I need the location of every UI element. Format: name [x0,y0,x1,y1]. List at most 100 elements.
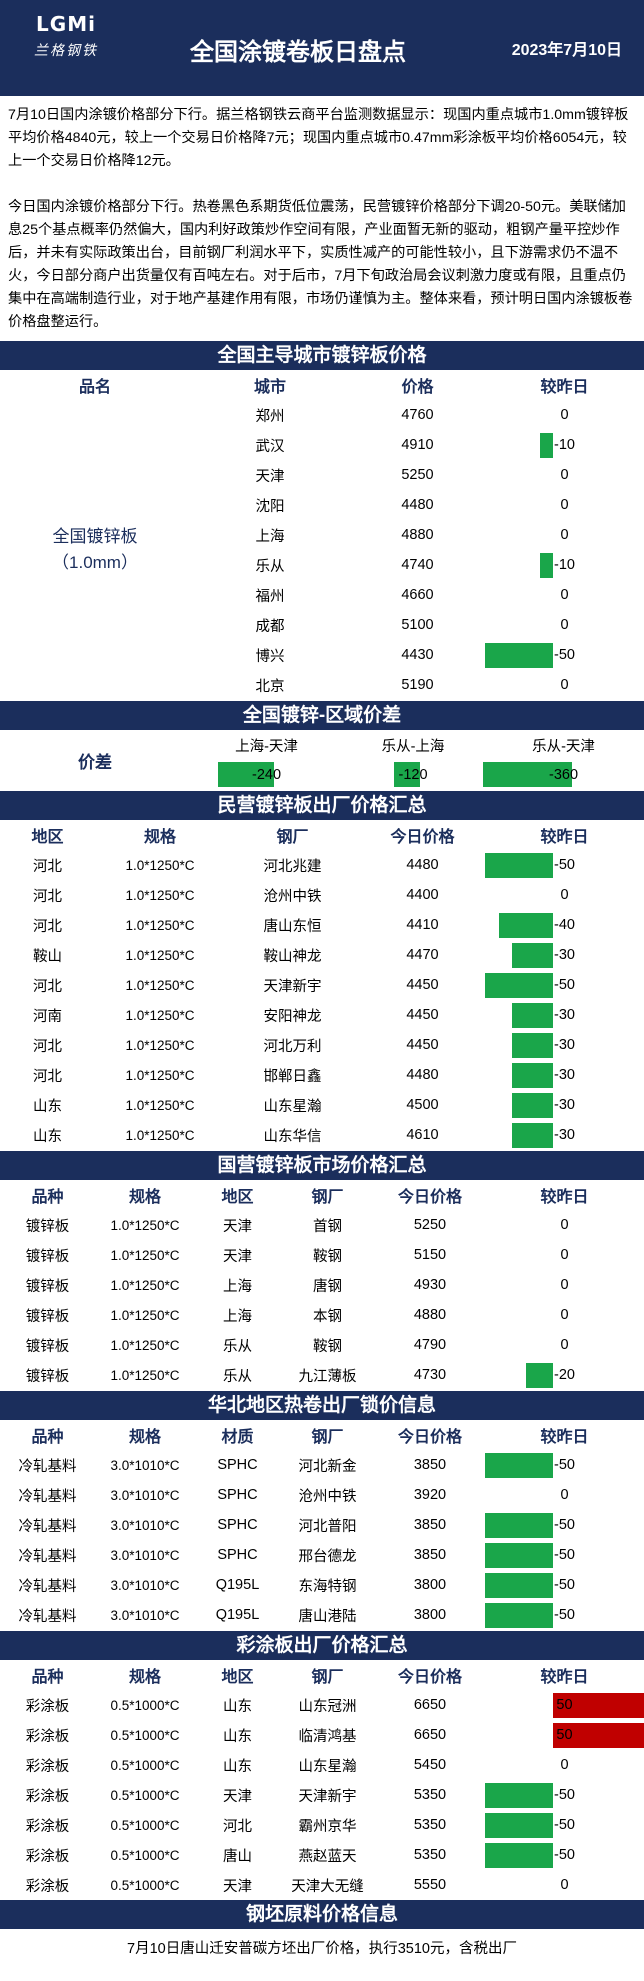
region-cell: 河北 [33,1068,62,1085]
table-row: 镀锌板 1.0*1250*C 乐从 鞍钢 4790 0 [0,1330,644,1360]
increase-bar [553,1693,644,1718]
col-header-spec: 规格 [128,1669,161,1686]
change-cell: -50 [485,1540,644,1570]
region-cell: 山东 [33,1128,62,1145]
type-cell: 彩涂板 [25,1818,70,1835]
city-cell: 博兴 [255,648,285,665]
decrease-bar [485,643,554,668]
decrease-bar [539,553,554,578]
col-header-spec: 规格 [128,1429,161,1446]
mat-cell: SPHC [217,1457,258,1473]
change-cell: -30 [485,1060,644,1090]
decrease-bar [512,1123,554,1148]
spread-value: -360 [548,767,579,783]
spread-bar [218,762,275,787]
spec-cell: 3.0*1010*C [110,1487,180,1503]
product-name: 全国镀锌板 [52,527,138,546]
spread-value: -240 [251,767,282,783]
type-cell: 彩涂板 [25,1788,70,1805]
decrease-bar [512,1033,554,1058]
change-cell: -40 [485,910,644,940]
change-value: -30 [554,947,575,963]
spec-cell: 1.0*1250*C [125,1037,195,1053]
logo-mark: LGMi [36,12,96,36]
table-row: 武汉 4910 -10 [0,430,644,460]
spread-value-cell: -120 [343,760,483,790]
region-cell: 河北 [33,888,62,905]
mill-cell: 唐钢 [313,1278,342,1295]
change-value: 0 [560,527,569,543]
mill-cell: 鞍钢 [313,1248,342,1265]
mill-cell: 沧州中铁 [298,1488,357,1505]
table-row: 河北 1.0*1250*C 河北兆建 4480 -50 [0,850,644,880]
change-value: 0 [560,497,569,513]
change-value: 0 [560,1877,569,1893]
change-cell: -50 [485,1780,644,1810]
table-row: 博兴 4430 -50 [0,640,644,670]
col-header-change: 较昨日 [540,379,589,396]
type-cell: 镀锌板 [25,1218,70,1235]
city-cell: 武汉 [255,438,285,455]
price-cell: 5350 [413,1787,447,1803]
price-cell: 3850 [413,1457,447,1473]
region-cell: 山东 [223,1698,252,1715]
mat-cell: SPHC [217,1547,258,1563]
decrease-bar [485,1783,554,1808]
change-value: 0 [560,1247,569,1263]
change-value: -50 [554,647,575,663]
table-row: 鞍山 1.0*1250*C 鞍山神龙 4470 -30 [0,940,644,970]
change-value: -30 [554,1037,575,1053]
change-cell: -30 [485,1120,644,1150]
spread-header-lc-tj: 乐从-天津 [532,738,595,755]
hot-rolled-table: 品种 规格 材质 钢厂 今日价格 较昨日 冷轧基料 3.0*1010*C SPHC 河… [0,1420,644,1630]
price-cell: 5190 [401,677,434,693]
decrease-bar [485,1813,554,1838]
spec-cell: 1.0*1250*C [125,977,195,993]
section-title-hot-rolled: 华北地区热卷出厂锁价信息 [0,1390,644,1420]
table-row: 彩涂板 0.5*1000*C 山东 临清鸿基 6650 50 [0,1720,644,1750]
change-cell: 0 [485,880,644,910]
table-row: 山东 1.0*1250*C 山东星瀚 4500 -30 [0,1090,644,1120]
change-cell: -50 [485,1450,644,1480]
change-value: -50 [554,1457,575,1473]
price-cell: 3800 [413,1577,447,1593]
spec-cell: 1.0*1250*C [125,917,195,933]
spread-bar [394,762,420,787]
table-row: 镀锌板 1.0*1250*C 上海 本钢 4880 0 [0,1300,644,1330]
table-row: 天津 5250 0 [0,460,644,490]
intro-paragraph-2: 今日国内涂镀价格部分下行。热卷黑色系期货低位震荡，民营镀锌价格部分下调20-50… [8,199,633,330]
spec-cell: 1.0*1250*C [110,1307,180,1323]
table-row: 全国镀锌板 （1.0mm） 郑州 4760 0 [0,400,644,572]
city-cell: 福州 [255,588,285,605]
spec-cell: 3.0*1010*C [110,1547,180,1563]
change-cell: 50 [485,1690,644,1720]
change-value: -50 [554,857,575,873]
region-cell: 山东 [223,1758,252,1775]
region-cell: 唐山 [223,1848,252,1865]
price-cell: 5350 [413,1817,447,1833]
change-cell: -20 [485,1360,644,1390]
change-cell: 0 [485,1270,644,1300]
change-value: 0 [560,1757,569,1773]
col-header-spec: 规格 [128,1189,161,1206]
type-cell: 镀锌板 [25,1368,70,1385]
col-header-today-price: 今日价格 [397,1669,462,1686]
price-cell: 4400 [406,887,439,903]
change-cell: -50 [485,640,644,670]
change-value: 0 [560,677,569,693]
spec-cell: 1.0*1250*C [125,947,195,963]
change-cell: 0 [485,580,644,610]
spread-value-cell: -240 [190,760,343,790]
logo-text: 兰格钢铁 [34,42,98,58]
price-cell: 5550 [413,1877,447,1893]
page-header: LGMi 兰格钢铁 全国涂镀卷板日盘点 2023年7月10日 [0,0,644,96]
table-row: 河北 1.0*1250*C 邯郸日鑫 4480 -30 [0,1060,644,1090]
price-cell: 5100 [401,617,434,633]
table-row: 山东 1.0*1250*C 山东华信 4610 -30 [0,1120,644,1150]
price-cell: 4500 [406,1097,439,1113]
spread-header-sh-tj: 上海-天津 [235,738,298,755]
table-row: 河北 1.0*1250*C 沧州中铁 4400 0 [0,880,644,910]
price-cell: 4480 [401,497,434,513]
change-cell: -30 [485,1090,644,1120]
table-row: 沈阳 4480 0 [0,490,644,520]
